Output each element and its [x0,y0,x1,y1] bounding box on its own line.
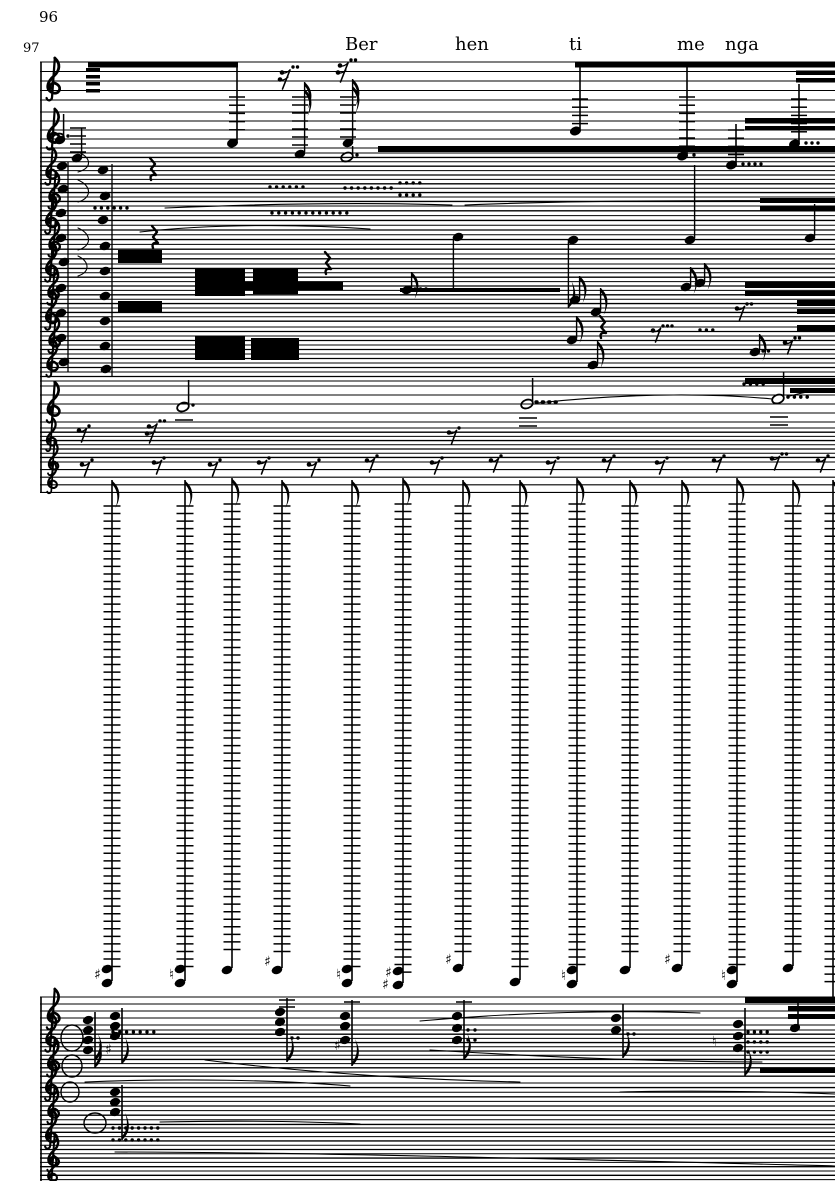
svg-text:♯: ♯ [264,954,271,970]
dot-rows [93,181,809,1142]
svg-text:♯: ♯ [105,1042,112,1058]
svg-text:♮: ♮ [561,968,566,984]
slurs-and-ties [60,151,835,1167]
svg-text:♮: ♮ [169,967,174,983]
small-notes [71,79,816,370]
svg-text:♯: ♯ [94,967,101,983]
svg-text:♯: ♯ [385,965,392,981]
svg-text:♯: ♯ [382,977,389,993]
svg-text:♯: ♯ [334,1038,341,1054]
lyric-syllable: me [677,34,705,55]
svg-text:♮: ♮ [712,1034,717,1050]
measure-number: 96 [39,8,59,26]
rests [76,58,830,477]
svg-text:♯: ♯ [445,952,452,968]
chord-columns [54,135,113,376]
lyric-syllable: ti [569,34,582,55]
lyric-syllable: Ber [345,34,378,55]
bottom-chords [82,998,801,1140]
lyric-syllable: nga [725,34,759,55]
beams [86,62,835,1073]
lyric-syllable: hen [455,34,489,55]
svg-text:♮: ♮ [336,967,341,983]
svg-text:♮: ♮ [721,968,726,984]
ledger-lines [70,96,788,427]
svg-text:♯: ♯ [664,952,671,968]
measure-number: 97 [23,41,40,56]
accidentals: ♯ ♯ ♮ [105,1034,717,1058]
long-stem-notes: ♯ ♮♯♮ ♯♯♯♮♯♮ [94,478,835,1000]
treble-clefs [44,56,62,1181]
beamed-hanging-notes [226,67,820,170]
